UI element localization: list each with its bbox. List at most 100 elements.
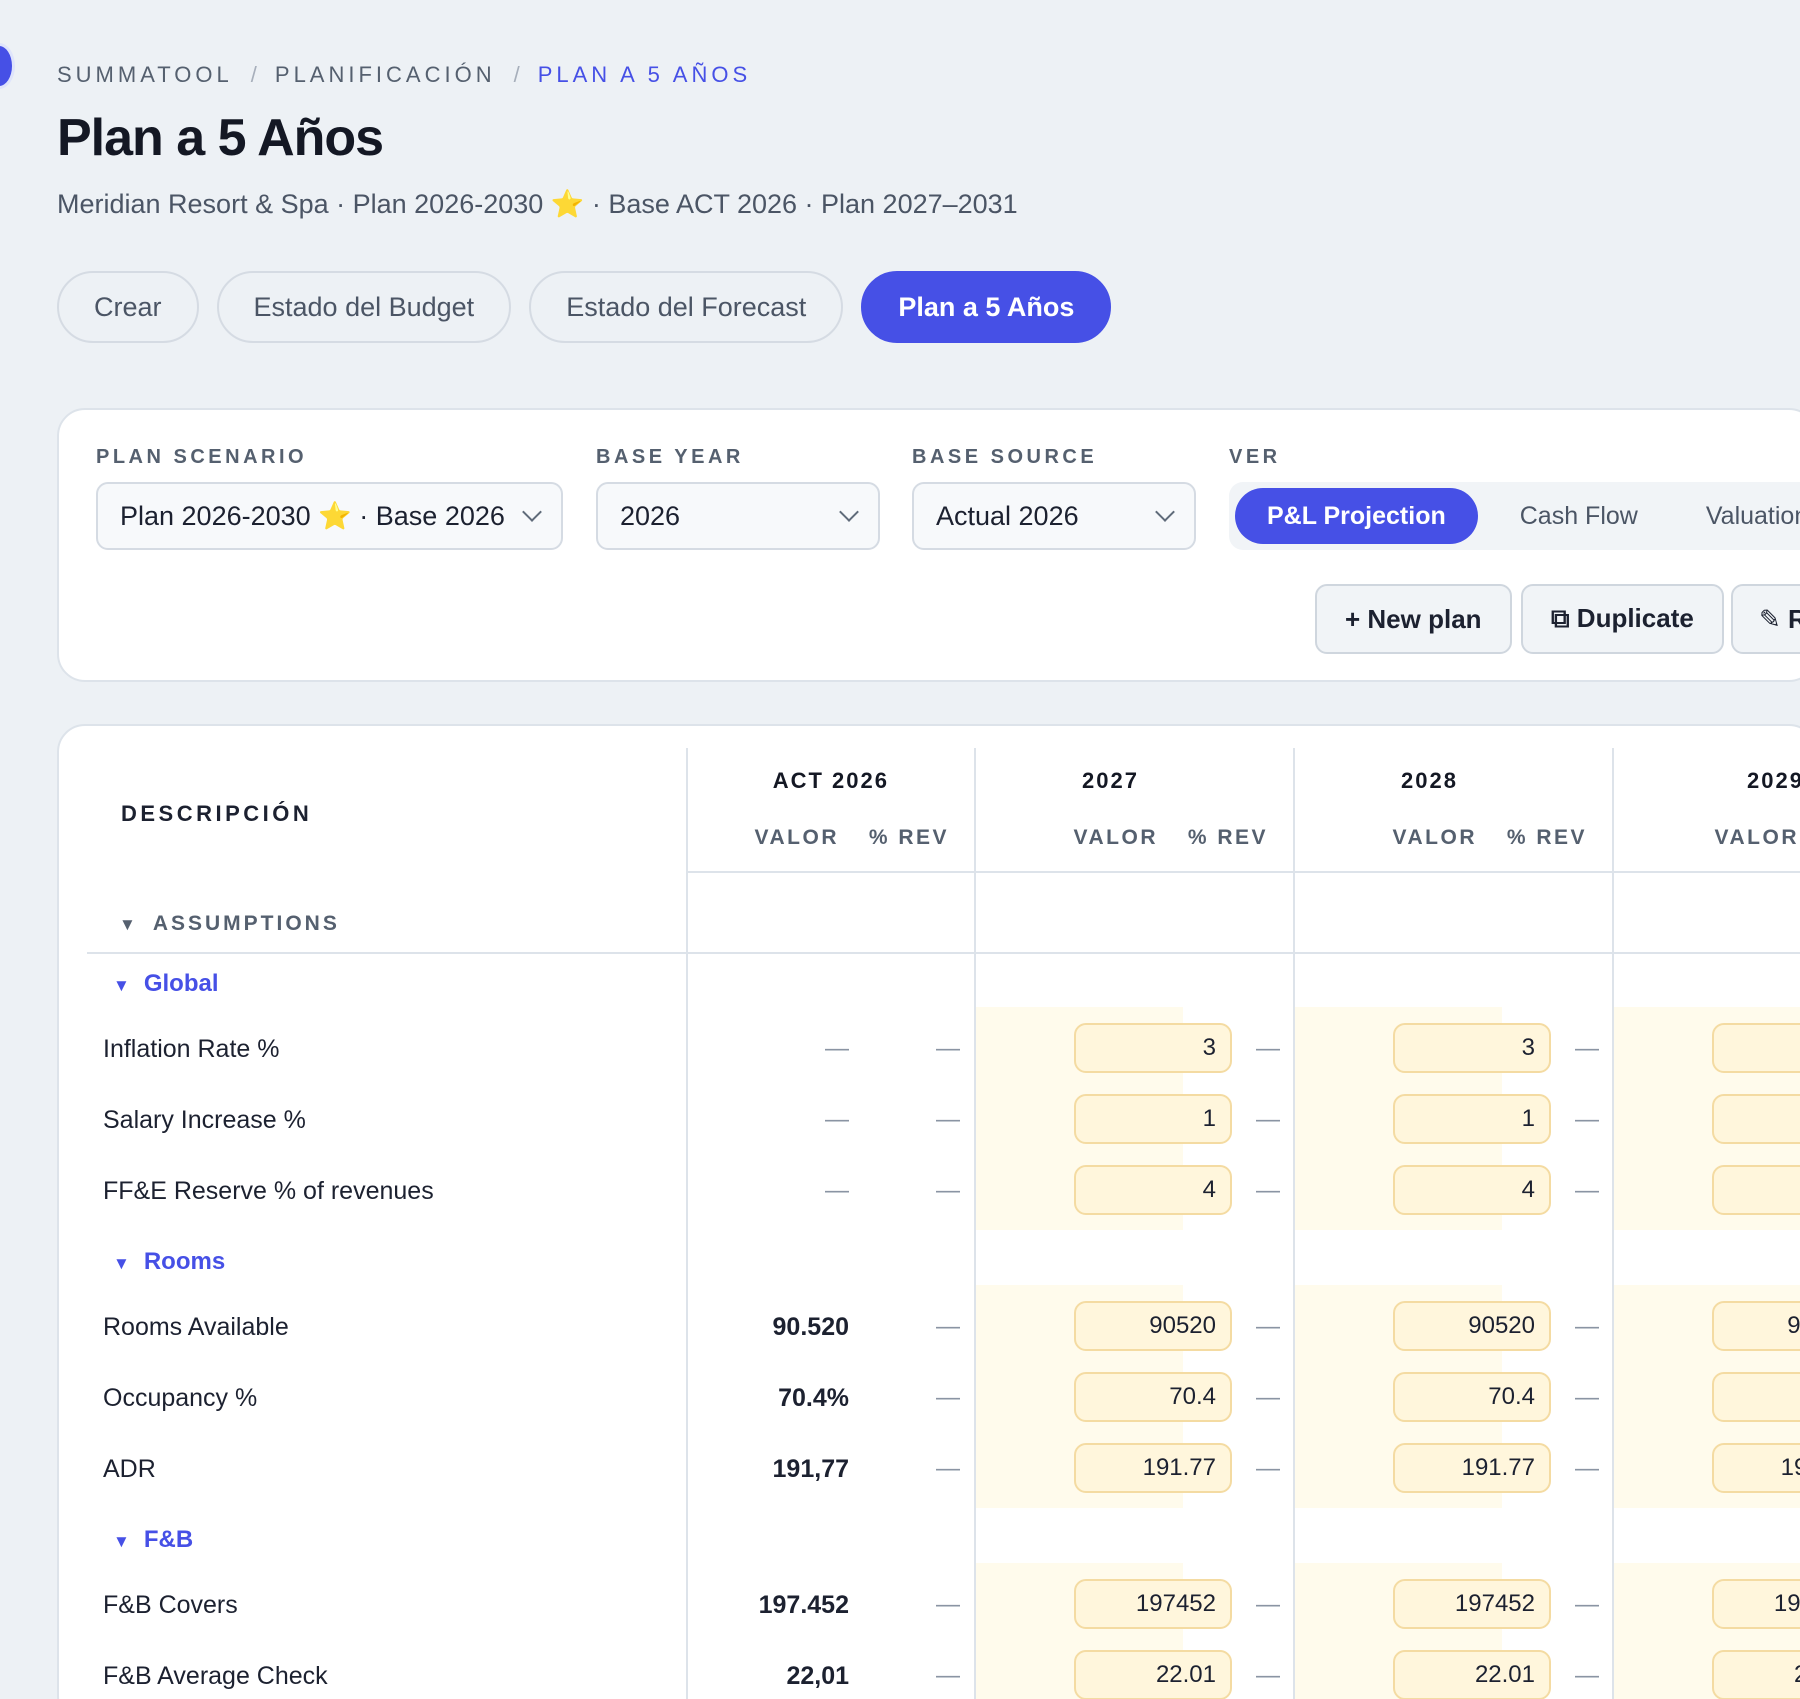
plan-value-input[interactable]: 191.77 [1393, 1443, 1551, 1493]
rev-pct-cell: — [1256, 1662, 1280, 1689]
rev-pct-cell: — [1575, 1035, 1599, 1062]
rev-pct-cell: — [1256, 1384, 1280, 1411]
rev-pct-cell: — [1256, 1591, 1280, 1618]
row-label: FF&E Reserve % of revenues [103, 1177, 434, 1205]
new-plan-button[interactable]: + New plan [1315, 584, 1512, 654]
breadcrumb-item-current: PLAN A 5 AÑOS [537, 62, 752, 87]
tab-crear[interactable]: Crear [57, 271, 199, 343]
section-toggle-assumptions[interactable]: ▼ ASSUMPTIONS [119, 912, 340, 936]
year-header-2028: 2028 [1401, 768, 1458, 793]
view-option-cash-flow[interactable]: Cash Flow [1519, 501, 1638, 530]
rev-pct-cell: — [936, 1313, 960, 1340]
row-label: F&B Covers [103, 1591, 238, 1619]
caret-down-icon: ▼ [113, 976, 130, 995]
breadcrumb-separator: / [513, 62, 520, 87]
plan-value-input[interactable]: 22.01 [1393, 1650, 1551, 1699]
view-option-pl-projection[interactable]: P&L Projection [1235, 488, 1478, 544]
base-year-select[interactable]: 2026 [596, 482, 880, 550]
group-toggle[interactable]: ▼ Rooms [113, 1248, 225, 1276]
plan-value-input[interactable]: 191.77 [1074, 1443, 1232, 1493]
description-column-header: DESCRIPCIÓN [121, 801, 313, 826]
subheader-rev: % REV [868, 826, 949, 849]
breadcrumb-item-planificacion[interactable]: PLANIFICACIÓN [274, 62, 496, 87]
plan-value-input[interactable]: 3 [1393, 1023, 1551, 1073]
rev-pct-cell: — [1256, 1455, 1280, 1482]
plan-value-input[interactable]: 90520 [1393, 1301, 1551, 1351]
filter-card: PLAN SCENARIO Plan 2026-2030 ⭐ · Base 20… [57, 408, 1800, 682]
section-title: ASSUMPTIONS [152, 912, 340, 935]
row-label: F&B Average Check [103, 1662, 328, 1690]
plan-value-input[interactable]: 1 [1074, 1094, 1232, 1144]
plan-scenario-value: Plan 2026-2030 ⭐ · Base 2026 [120, 501, 505, 531]
plan-table: DESCRIPCIÓN ACT 2026 2027 2028 2029 VALO… [57, 724, 1800, 1699]
rename-button[interactable]: ✎ R [1731, 584, 1800, 654]
base-source-label: BASE SOURCE [912, 446, 1098, 468]
plan-value-input[interactable]: 90520 [1074, 1301, 1232, 1351]
plan-value-input[interactable]: 1 [1393, 1094, 1551, 1144]
plan-value-input[interactable]: 191.77 [1712, 1443, 1800, 1493]
breadcrumb-separator: / [250, 62, 257, 87]
plan-value-input[interactable]: 4 [1074, 1165, 1232, 1215]
subheader-rev: % REV [1187, 826, 1268, 849]
tab-estado-del-forecast[interactable]: Estado del Forecast [529, 271, 844, 343]
rev-pct-cell: — [1575, 1313, 1599, 1340]
rev-pct-cell: — [936, 1591, 960, 1618]
plan-value-input[interactable]: 197452 [1393, 1579, 1551, 1629]
group-toggle[interactable]: ▼ Global [113, 970, 219, 998]
act-value-cell: 22,01 [786, 1662, 849, 1690]
view-label: VER [1229, 446, 1281, 468]
plan-value-input[interactable]: 3 [1712, 1023, 1800, 1073]
view-segmented-control: P&L Projection Cash Flow Valuation [1229, 482, 1800, 550]
base-source-select[interactable]: Actual 2026 [912, 482, 1196, 550]
plan-value-input[interactable]: 22.01 [1712, 1650, 1800, 1699]
caret-down-icon: ▼ [113, 1532, 130, 1551]
tab-plan-a-5-anos[interactable]: Plan a 5 Años [861, 271, 1112, 343]
row-label: Occupancy % [103, 1384, 258, 1412]
plan-value-input[interactable]: 197452 [1712, 1579, 1800, 1629]
tab-estado-del-budget[interactable]: Estado del Budget [216, 271, 512, 343]
rev-pct-cell: — [1256, 1177, 1280, 1204]
rev-pct-cell: — [936, 1177, 960, 1204]
group-toggle[interactable]: ▼ F&B [113, 1526, 193, 1554]
collapsed-sidebar-handle[interactable] [0, 46, 12, 86]
act-value-cell: — [825, 1035, 849, 1062]
column-divider [1612, 748, 1614, 1699]
rev-pct-cell: — [936, 1662, 960, 1689]
act-value-cell: — [825, 1177, 849, 1204]
plan-value-input[interactable]: 3 [1074, 1023, 1232, 1073]
group-title: Global [143, 970, 219, 997]
plan-value-input[interactable]: 70.4 [1074, 1372, 1232, 1422]
year-header-2027: 2027 [1082, 768, 1139, 793]
rev-pct-cell: — [936, 1384, 960, 1411]
subheader-rev: % REV [1506, 826, 1587, 849]
plan-value-input[interactable]: 197452 [1074, 1579, 1232, 1629]
base-year-value: 2026 [620, 500, 681, 531]
subheader-valor: VALOR [754, 826, 839, 849]
plan-value-input[interactable]: 1 [1712, 1094, 1800, 1144]
header-divider [686, 871, 1800, 873]
plan-value-input[interactable]: 70.4 [1712, 1372, 1800, 1422]
plan-value-input[interactable]: 4 [1393, 1165, 1551, 1215]
group-title: Rooms [143, 1248, 226, 1275]
chevron-down-icon [522, 502, 542, 522]
subheader-valor: VALOR [1392, 826, 1477, 849]
duplicate-button[interactable]: ⧉ Duplicate [1521, 584, 1724, 654]
plan-value-input[interactable]: 22.01 [1074, 1650, 1232, 1699]
rev-pct-cell: — [1575, 1662, 1599, 1689]
row-label: Rooms Available [103, 1313, 289, 1341]
plan-scenario-label: PLAN SCENARIO [96, 446, 308, 468]
rev-pct-cell: — [1575, 1106, 1599, 1133]
plan-value-input[interactable]: 70.4 [1393, 1372, 1551, 1422]
caret-down-icon: ▼ [113, 1254, 130, 1273]
subheader-valor: VALOR [1714, 826, 1799, 849]
view-option-valuation[interactable]: Valuation [1705, 501, 1800, 530]
plan-scenario-select[interactable]: Plan 2026-2030 ⭐ · Base 2026 [96, 482, 563, 550]
chevron-down-icon [839, 502, 859, 522]
rev-pct-cell: — [1575, 1177, 1599, 1204]
breadcrumb-item-summatool[interactable]: SUMMATOOL [57, 62, 233, 87]
plan-value-input[interactable]: 90520 [1712, 1301, 1800, 1351]
act-value-cell: 191,77 [772, 1455, 849, 1483]
plan-value-input[interactable]: 4 [1712, 1165, 1800, 1215]
rev-pct-cell: — [936, 1106, 960, 1133]
base-year-label: BASE YEAR [596, 446, 744, 468]
